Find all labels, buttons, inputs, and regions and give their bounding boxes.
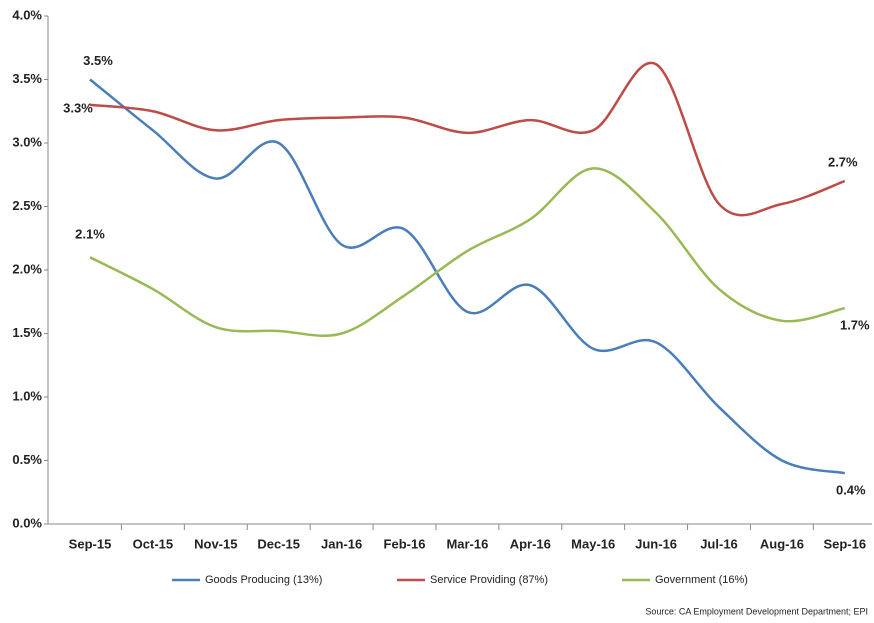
x-tick-label: Nov-15 <box>194 536 237 551</box>
source-note: Source: CA Employment Development Depart… <box>645 606 868 616</box>
data-label: 0.4% <box>836 483 866 498</box>
y-tick-label: 1.0% <box>12 388 42 403</box>
series-line <box>89 78 846 475</box>
x-tick-label: Sep-16 <box>823 536 866 551</box>
y-tick-label: 2.0% <box>12 261 42 276</box>
x-tick-label: Jan-16 <box>321 536 362 551</box>
data-label: 2.7% <box>828 155 858 170</box>
data-label: 3.5% <box>83 53 113 68</box>
x-tick-label: Jun-16 <box>635 536 677 551</box>
y-tick-label: 2.5% <box>12 198 42 213</box>
y-tick-label: 0.0% <box>12 515 42 530</box>
x-tick-label: Dec-15 <box>257 536 300 551</box>
x-tick-label: Mar-16 <box>446 536 488 551</box>
x-tick-label: May-16 <box>571 536 615 551</box>
data-label: 1.7% <box>840 318 870 333</box>
legend-label: Goods Producing (13%) <box>205 574 322 586</box>
x-tick-label: Apr-16 <box>510 536 551 551</box>
y-tick-label: 0.5% <box>12 452 42 467</box>
y-tick-label: 3.5% <box>12 71 42 86</box>
x-tick-label: Oct-15 <box>133 536 173 551</box>
data-label: 2.1% <box>75 227 105 242</box>
x-tick-label: Feb-16 <box>384 536 426 551</box>
legend-label: Service Providing (87%) <box>430 574 548 586</box>
x-tick-label: Sep-15 <box>69 536 112 551</box>
legend-label: Government (16%) <box>655 574 748 586</box>
series-line <box>89 61 846 217</box>
x-tick-label: Jul-16 <box>700 536 738 551</box>
data-label: 3.3% <box>63 100 93 115</box>
series-line <box>89 167 846 337</box>
x-tick-label: Aug-16 <box>760 536 804 551</box>
y-tick-label: 3.0% <box>12 134 42 149</box>
y-tick-label: 4.0% <box>12 7 42 22</box>
y-tick-label: 1.5% <box>12 325 42 340</box>
